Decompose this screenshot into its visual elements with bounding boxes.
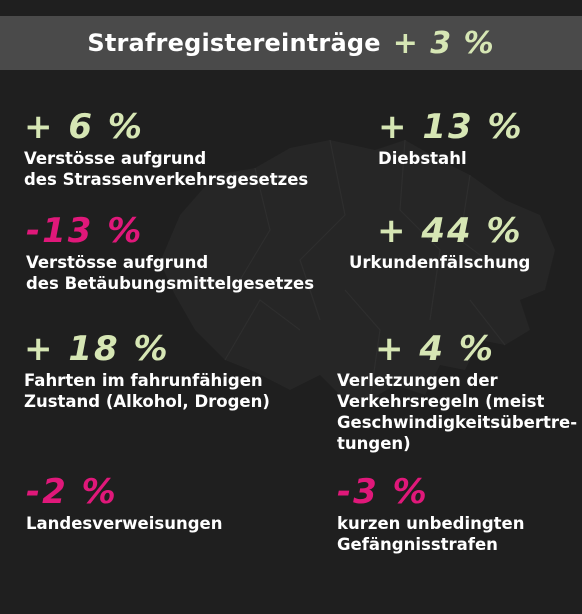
stat-diebstahl: + 13 % Diebstahl (378, 108, 524, 169)
stat-label: kurzen unbedingten Gefängnisstrafen (337, 514, 525, 554)
stat-label: Verstösse aufgrund des Strassenverkehrsg… (24, 149, 309, 189)
stat-fahrunfaehig: + 18 % Fahrten im fahrunfähigen Zustand … (24, 330, 270, 412)
stat-label: Fahrten im fahrunfähigen Zustand (Alkoho… (24, 371, 270, 411)
stat-label: Verstösse aufgrund des Betäubungsmittelg… (26, 253, 315, 293)
stat-change: + 6 % (24, 107, 144, 147)
stat-betaeubungsmittel: -13 % Verstösse aufgrund des Betäubungsm… (26, 212, 314, 294)
stat-change: + 4 % (375, 329, 495, 369)
stat-change: -13 % (26, 211, 144, 251)
stat-urkundenfaelschung: + 44 % Urkundenfälschung (349, 212, 530, 273)
stat-verkehrsregeln: + 4 % Verletzungen der Verkehrsregeln (m… (337, 330, 577, 454)
title-bar: Strafregistereinträge + 3 % (0, 16, 582, 70)
total-change: + 3 % (392, 25, 495, 61)
stat-label: Urkundenfälschung (349, 253, 531, 272)
stat-change: -2 % (26, 472, 118, 512)
stat-label: Verletzungen der Verkehrsregeln (meist G… (337, 371, 578, 453)
stat-landesverweisungen: -2 % Landesverweisungen (26, 473, 222, 534)
stat-strassenverkehr: + 6 % Verstösse aufgrund des Strassenver… (24, 108, 308, 190)
stat-label: Landesverweisungen (26, 514, 223, 533)
stat-change: + 13 % (378, 107, 524, 147)
page-title: Strafregistereinträge (87, 29, 381, 57)
stat-change: -3 % (337, 472, 429, 512)
stat-label: Diebstahl (378, 149, 467, 168)
stat-gefaengnisstrafen: -3 % kurzen unbedingten Gefängnisstrafen (337, 473, 525, 555)
stat-change: + 18 % (24, 329, 170, 369)
stat-change: + 44 % (377, 211, 523, 251)
